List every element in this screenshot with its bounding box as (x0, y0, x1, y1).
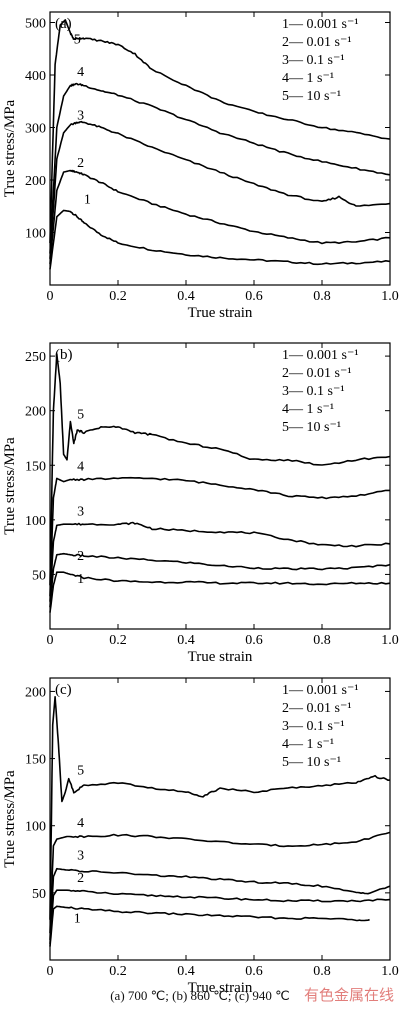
x-tick-label: 0.2 (109, 633, 127, 648)
x-tick-label: 0.8 (313, 289, 331, 304)
y-tick-label: 50 (32, 568, 46, 583)
y-tick-label: 50 (32, 887, 46, 902)
chart-panel: 0 0.2 0.4 0.6 0.8 1.0 50 100 150 200 True strain Tr… (2, 677, 399, 996)
y-tick-label: 100 (25, 227, 46, 242)
series-label-5: 5 (77, 407, 84, 422)
chart-panel: 0 0.2 0.4 0.6 0.8 1.0 50 100 150 200 250 True strai… (2, 342, 399, 665)
x-tick-label: 0 (47, 289, 54, 304)
y-tick-label: 100 (25, 820, 46, 835)
legend-entry: 3— 0.1 s⁻¹ (282, 53, 345, 68)
figure-caption: (a) 700 ℃; (b) 860 ℃; (c) 940 ℃ (110, 988, 290, 1003)
legend-entry: 1— 0.001 s⁻¹ (282, 17, 359, 32)
series-line-4 (49, 831, 391, 934)
x-tick-label: 0.4 (177, 633, 195, 648)
series-line-1 (49, 571, 391, 613)
chart-panel: 0 0.2 0.4 0.6 0.8 1.0 100 200 300 400 500 True stra… (2, 11, 399, 321)
x-tick-label: 1.0 (381, 633, 399, 648)
series-label-5: 5 (74, 33, 81, 48)
legend-entry: 4— 1 s⁻¹ (282, 737, 334, 752)
x-axis-label: True strain (188, 980, 253, 996)
x-tick-label: 0.2 (109, 964, 127, 979)
series-label-3: 3 (77, 504, 84, 519)
legend-entry: 1— 0.001 s⁻¹ (282, 683, 359, 698)
legend-entry: 2— 0.01 s⁻¹ (282, 35, 352, 50)
series-label-4: 4 (77, 816, 84, 831)
x-tick-label: 0 (47, 964, 54, 979)
series-line-3 (49, 521, 391, 602)
series-label-4: 4 (77, 65, 84, 80)
series-line-5 (49, 696, 391, 920)
x-axis-label: True strain (188, 649, 253, 665)
legend-entry: 3— 0.1 s⁻¹ (282, 384, 345, 399)
legend-entry: 5— 10 s⁻¹ (282, 755, 341, 770)
series-label-2: 2 (77, 549, 84, 564)
series-line-5 (49, 353, 391, 586)
y-tick-label: 150 (25, 459, 46, 474)
y-axis-label: True stress/MPa (2, 770, 18, 868)
series-label-1: 1 (84, 193, 91, 208)
y-axis-label: True stress/MPa (2, 437, 18, 535)
y-tick-label: 500 (25, 17, 46, 32)
series-label-2: 2 (77, 871, 84, 886)
legend-entry: 4— 1 s⁻¹ (282, 71, 334, 86)
series-label-3: 3 (77, 109, 84, 124)
y-tick-label: 300 (25, 122, 46, 137)
legend-entry: 5— 10 s⁻¹ (282, 420, 341, 435)
panel-label: (c) (55, 682, 72, 698)
series-label-5: 5 (77, 764, 84, 779)
x-tick-label: 0.6 (245, 964, 263, 979)
y-axis-label: True stress/MPa (2, 99, 18, 197)
series-label-4: 4 (77, 460, 84, 475)
plot-frame (49, 677, 391, 961)
series-line-1 (49, 209, 391, 270)
x-tick-label: 0.8 (313, 964, 331, 979)
series-line-5 (49, 19, 391, 244)
x-axis-label: True strain (188, 305, 253, 321)
legend-entry: 5— 10 s⁻¹ (282, 89, 341, 104)
series-line-4 (49, 476, 390, 597)
plot-frame (49, 11, 391, 286)
series-line-2 (49, 889, 391, 944)
y-tick-label: 200 (25, 174, 46, 189)
x-tick-label: 0.4 (177, 964, 195, 979)
y-tick-label: 400 (25, 69, 46, 84)
y-tick-label: 100 (25, 514, 46, 529)
series-label-1: 1 (74, 911, 81, 926)
x-tick-label: 0.8 (313, 633, 331, 648)
x-tick-label: 1.0 (381, 289, 399, 304)
legend-entry: 2— 0.01 s⁻¹ (282, 366, 352, 381)
x-tick-label: 0.6 (245, 633, 263, 648)
x-tick-label: 0.2 (109, 289, 127, 304)
plot-frame (49, 342, 391, 630)
series-line-4 (49, 82, 391, 254)
series-line-2 (49, 552, 391, 608)
y-tick-label: 200 (25, 405, 46, 420)
series-label-1: 1 (77, 572, 84, 587)
series-line-1 (49, 905, 370, 947)
legend-entry: 1— 0.001 s⁻¹ (282, 348, 359, 363)
series-line-3 (49, 120, 391, 259)
y-tick-label: 200 (25, 685, 46, 700)
y-tick-label: 150 (25, 753, 46, 768)
x-tick-label: 1.0 (381, 964, 399, 979)
series-label-2: 2 (77, 156, 84, 171)
series-line-3 (49, 867, 391, 940)
x-tick-label: 0.4 (177, 289, 195, 304)
legend-entry: 3— 0.1 s⁻¹ (282, 719, 345, 734)
legend-entry: 4— 1 s⁻¹ (282, 402, 334, 417)
series-label-3: 3 (77, 848, 84, 863)
watermark: 有色金属在线 (303, 986, 394, 1004)
x-tick-label: 0.6 (245, 289, 263, 304)
series-line-2 (49, 169, 391, 265)
y-tick-label: 250 (25, 350, 46, 365)
x-tick-label: 0 (47, 633, 54, 648)
legend-entry: 2— 0.01 s⁻¹ (282, 701, 352, 716)
panel-label: (b) (55, 347, 73, 363)
